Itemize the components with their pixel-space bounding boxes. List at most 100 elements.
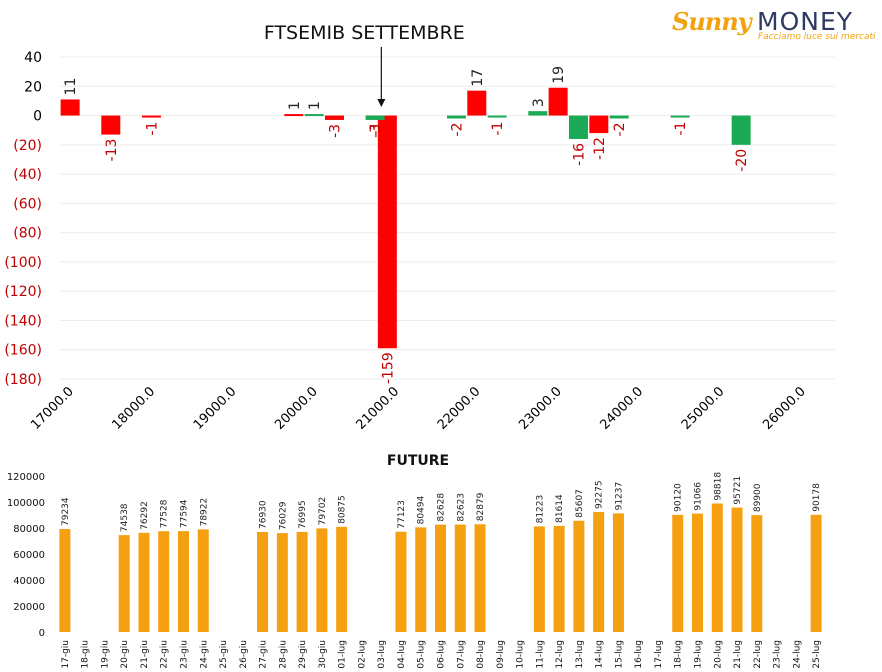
future-chart: FUTURE 0 20000 40000 60000 80000 100000 120000 7…	[7, 453, 822, 669]
data-label: 1	[287, 101, 303, 110]
x-tick-label: 18000.0	[110, 384, 159, 433]
bar	[568, 115, 588, 139]
bar	[548, 87, 568, 116]
future-data-label: 90178	[812, 483, 822, 512]
x-tick-label: 07-lug	[456, 640, 466, 669]
sunny-money-logo: Sunny MONEY Facciamo luce sui mercati	[672, 6, 876, 46]
future-data-label: 77594	[180, 499, 190, 528]
data-label: -1	[673, 122, 689, 136]
x-tick-label: 22-lug	[753, 640, 763, 669]
x-tick-label: 24000.0	[598, 384, 647, 433]
x-tick-label: 23000.0	[516, 384, 565, 433]
future-data-label: 76292	[140, 501, 150, 530]
x-tick-label: 16-lug	[634, 640, 644, 669]
data-label: -2	[612, 122, 628, 136]
future-bar	[711, 503, 723, 632]
x-tick-label: 18-giu	[81, 640, 91, 669]
x-tick-label: 17-giu	[61, 640, 71, 669]
x-tick-label: 19000.0	[191, 384, 240, 433]
future-bar	[553, 525, 565, 632]
future-data-label: 80494	[417, 495, 427, 524]
y-tick-label: 20	[24, 79, 42, 95]
future-bar	[197, 529, 209, 632]
future-data-label: 81223	[535, 495, 545, 524]
x-tick-label: 27-giu	[259, 640, 269, 669]
y-tick-label: 40	[24, 50, 42, 66]
title-arrow-head	[377, 99, 386, 107]
x-tick-label: 24-lug	[792, 640, 802, 669]
future-data-label: 81614	[555, 494, 565, 523]
y-tick-label: (160)	[4, 343, 42, 359]
bar	[467, 90, 487, 116]
future-data-label: 79234	[61, 497, 71, 526]
future-data-label: 82628	[437, 493, 447, 522]
x-tick-label: 25000.0	[679, 384, 728, 433]
x-tick-label: 13-lug	[575, 640, 585, 669]
x-tick-label: 04-lug	[397, 640, 407, 669]
bar	[731, 115, 751, 145]
y-tick-label: 40000	[13, 576, 45, 587]
x-tick-label: 17000.0	[28, 384, 77, 433]
x-tick-label: 28-giu	[278, 640, 288, 669]
x-tick-label: 20000.0	[272, 384, 321, 433]
x-tick-label: 19-giu	[100, 640, 110, 669]
chart-title: FUTURE	[387, 453, 449, 469]
data-label: -1	[490, 122, 506, 136]
logo-brand-left: Sunny	[672, 7, 752, 36]
x-tick-label: 23-lug	[773, 640, 783, 669]
x-tick-label: 02-lug	[357, 640, 367, 669]
future-bar	[672, 514, 684, 632]
bar	[141, 115, 161, 118]
x-tick-label: 21-giu	[140, 640, 150, 669]
future-bar	[474, 524, 486, 632]
x-tick-label: 30-giu	[318, 640, 328, 669]
y-tick-label: (140)	[4, 313, 42, 329]
future-bar	[692, 513, 703, 632]
chart-title: FTSEMIB SETTEMBRE	[264, 22, 465, 44]
future-bar	[533, 526, 545, 632]
bar	[446, 115, 466, 119]
bar	[365, 115, 385, 120]
options-chart: 40 20 0 (20) (40) (60) (80) (100) (120) (140) (160…	[4, 22, 835, 433]
x-tick-label: 25-giu	[219, 640, 229, 669]
future-bar	[395, 531, 407, 632]
x-tick-label: 18-lug	[674, 640, 684, 669]
x-tick-label: 26-giu	[239, 640, 249, 669]
x-tick-label: 19-lug	[694, 640, 704, 669]
data-label: 19	[551, 66, 567, 84]
y-tick-label: 80000	[13, 524, 45, 535]
future-bar	[118, 535, 130, 632]
y-tick-label: (80)	[13, 226, 42, 242]
future-data-label: 95721	[733, 476, 743, 505]
future-data-label: 79702	[318, 497, 328, 526]
future-data-label: 91066	[694, 482, 704, 511]
y-tick-label: (40)	[13, 167, 42, 183]
bar	[284, 114, 304, 117]
data-label: 3	[531, 98, 547, 107]
data-label: 17	[470, 69, 486, 87]
data-label: -159	[380, 352, 396, 384]
future-data-label: 77123	[397, 500, 407, 529]
data-label: -3	[327, 124, 343, 138]
data-label: -2	[449, 122, 465, 136]
data-label: -3	[368, 124, 384, 138]
bar	[324, 115, 344, 120]
data-label: -13	[104, 139, 120, 162]
data-label: 11	[63, 78, 79, 96]
future-data-label: 82623	[456, 493, 466, 522]
future-data-label: 77528	[160, 499, 170, 528]
future-bar	[415, 527, 427, 632]
y-tick-label: 20000	[13, 602, 45, 613]
x-tick-label: 05-lug	[417, 640, 427, 669]
x-tick-label: 22-giu	[160, 640, 170, 669]
x-tick-label: 20-giu	[120, 640, 130, 669]
y-tick-label: 0	[39, 628, 45, 639]
future-data-label: 89900	[753, 483, 763, 512]
bar	[377, 115, 397, 349]
x-tick-label: 08-lug	[476, 640, 486, 669]
future-data-label: 85607	[575, 489, 585, 518]
data-label: -1	[144, 122, 160, 136]
future-bar	[336, 526, 348, 632]
y-tick-label: 100000	[7, 498, 45, 509]
